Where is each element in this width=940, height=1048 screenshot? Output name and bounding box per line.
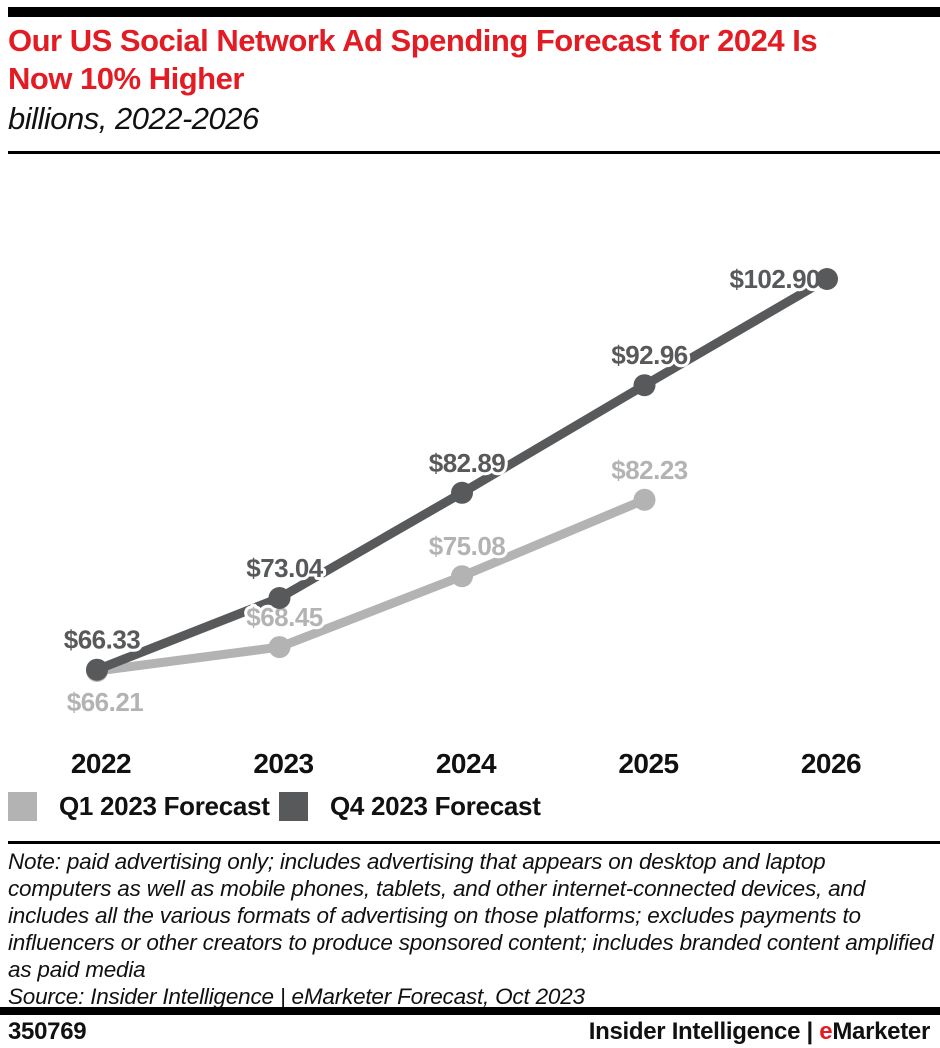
chart-canvas: $66.21$68.45$75.08$82.23$66.33$73.04$82.… bbox=[61, 261, 862, 779]
legend-swatch-q4-icon bbox=[279, 792, 308, 821]
brand-emarketer-rest: Marketer bbox=[832, 1018, 930, 1045]
x-axis-label-2025: 2025 bbox=[618, 748, 678, 779]
data-point-2023-q1 bbox=[268, 636, 291, 659]
source-text: Source: Insider Intelligence | eMarketer… bbox=[8, 984, 585, 1009]
x-axis-label-2026: 2026 bbox=[801, 748, 861, 779]
line-chart: $66.21 $68.45 $75.08 $82.23 $66.33 $73.04 $82.… bbox=[0, 170, 940, 792]
data-point-2025-q1 bbox=[633, 488, 656, 511]
footer-row: 350769 Insider Intelligence | eMarketer bbox=[8, 1018, 930, 1046]
page-subtitle: billions, 2022-2026 bbox=[8, 101, 259, 136]
series-line-q1-2023 bbox=[92, 495, 649, 676]
page-title: Our US Social Network Ad Spending Foreca… bbox=[8, 23, 818, 96]
data-point-2022-q4 bbox=[86, 658, 108, 681]
x-axis-label-2023: 2023 bbox=[253, 748, 313, 779]
value-label-2024-q4: $82.89 bbox=[429, 448, 506, 478]
note-divider bbox=[8, 841, 940, 844]
legend-item-q4-2023-forecast: Q4 2023 Forecast bbox=[279, 791, 541, 822]
top-accent-bar bbox=[8, 7, 940, 17]
data-point-2026-q4 bbox=[816, 268, 838, 290]
data-point-2024-q4 bbox=[451, 481, 473, 504]
legend-item-q1-2023-forecast: Q1 2023 Forecast bbox=[8, 791, 270, 822]
footer-bar bbox=[0, 1007, 940, 1015]
brand-insider-intelligence: Insider Intelligence | bbox=[588, 1018, 820, 1045]
value-label-2022-q1: $66.21 bbox=[67, 687, 144, 717]
header-divider bbox=[8, 151, 940, 154]
legend-swatch-q1-icon bbox=[8, 792, 37, 821]
value-label-2025-q1: $82.23 bbox=[611, 455, 688, 485]
brand-emarketer-e: e bbox=[819, 1018, 833, 1045]
value-label-2026-q4: $102.90 bbox=[730, 264, 821, 294]
value-label-2024-q1: $75.08 bbox=[429, 531, 506, 561]
data-point-2024-q1 bbox=[451, 565, 473, 588]
data-point-2025-q4 bbox=[633, 374, 656, 397]
value-label-2023-q4: $73.04 bbox=[246, 553, 324, 583]
x-axis-label-2024: 2024 bbox=[436, 748, 497, 779]
data-point-2023-q4 bbox=[268, 587, 291, 609]
x-axis-label-2022: 2022 bbox=[71, 748, 131, 779]
legend-label-q1: Q1 2023 Forecast bbox=[59, 791, 270, 821]
brand-lockup: Insider Intelligence | eMarketer bbox=[588, 1018, 931, 1046]
legend-label-q4: Q4 2023 Forecast bbox=[330, 791, 541, 821]
chart-legend: Q1 2023 Forecast Q4 2023 Forecast bbox=[0, 791, 940, 831]
chart-id: 350769 bbox=[8, 1018, 87, 1045]
note-text: Note: paid advertising only; includes ad… bbox=[8, 849, 934, 982]
value-label-2025-q4: $92.96 bbox=[611, 340, 688, 370]
value-label-2022-q4: $66.33 bbox=[64, 625, 141, 655]
note-block: Note: paid advertising only; includes ad… bbox=[8, 848, 934, 1010]
